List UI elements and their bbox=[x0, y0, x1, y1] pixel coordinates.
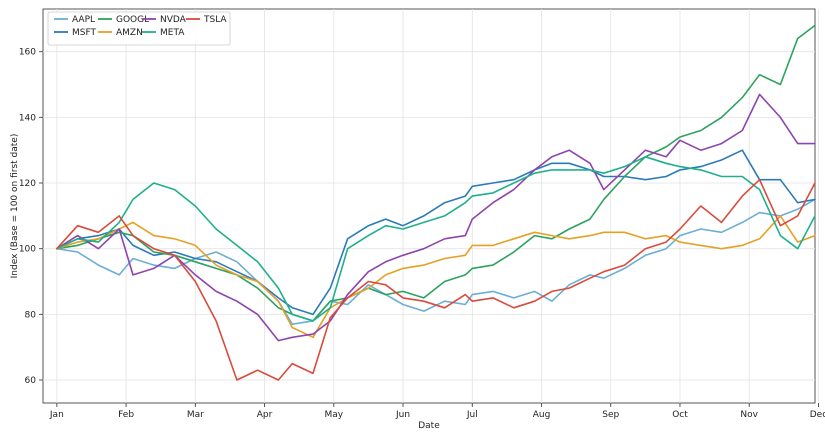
x-tick-label: Dec bbox=[810, 410, 825, 420]
y-tick-label: 100 bbox=[19, 245, 36, 255]
series-line-amzn bbox=[56, 215, 816, 339]
y-axis-label: Index (Base = 100 on first date) bbox=[10, 134, 20, 279]
y-tick-label: 60 bbox=[25, 376, 37, 386]
legend-box bbox=[47, 11, 231, 46]
series-line-nvda bbox=[56, 93, 816, 342]
x-tick-label: Sep bbox=[602, 410, 619, 420]
plot-area bbox=[42, 8, 816, 404]
x-tick-label: Jun bbox=[395, 410, 410, 420]
x-tick-label: Feb bbox=[118, 410, 134, 420]
x-tick-label: Nov bbox=[740, 410, 758, 420]
x-tick-label: Aug bbox=[533, 410, 551, 420]
y-tick-label: 80 bbox=[25, 310, 37, 320]
series-group bbox=[56, 24, 816, 381]
x-tick-label: Mar bbox=[187, 410, 204, 420]
x-tick-label: May bbox=[324, 410, 343, 420]
grid bbox=[43, 9, 819, 403]
x-tick-label: Jan bbox=[49, 410, 64, 420]
x-tick-label: Apr bbox=[257, 410, 273, 420]
axes: 60 80 100 120 140 160 Jan Feb Mar Apr May Jun Jul Aug… bbox=[19, 48, 825, 420]
x-tick-label: Oct bbox=[672, 410, 688, 420]
series-line-aapl bbox=[56, 198, 816, 325]
legend-label: NVDA bbox=[160, 15, 187, 25]
series-line-msft bbox=[56, 149, 816, 316]
legend-label: META bbox=[160, 28, 185, 38]
x-tick-label: Jul bbox=[466, 410, 478, 420]
series-line-meta bbox=[56, 156, 816, 322]
series-line-tsla bbox=[56, 178, 816, 381]
series-line-googl bbox=[56, 24, 816, 322]
legend-label: AMZN bbox=[116, 28, 143, 38]
legend-label: AAPL bbox=[72, 15, 95, 25]
y-tick-label: 140 bbox=[19, 113, 36, 123]
legend-label: GOOGL bbox=[116, 15, 149, 25]
legend: AAPL MSFT GOOGL AMZN NVDA META TSLA bbox=[47, 11, 231, 46]
y-tick-label: 120 bbox=[19, 179, 36, 189]
legend-label: TSLA bbox=[203, 15, 227, 25]
y-tick-label: 160 bbox=[19, 48, 36, 58]
legend-label: MSFT bbox=[72, 28, 96, 38]
x-axis-label: Date bbox=[418, 421, 440, 431]
